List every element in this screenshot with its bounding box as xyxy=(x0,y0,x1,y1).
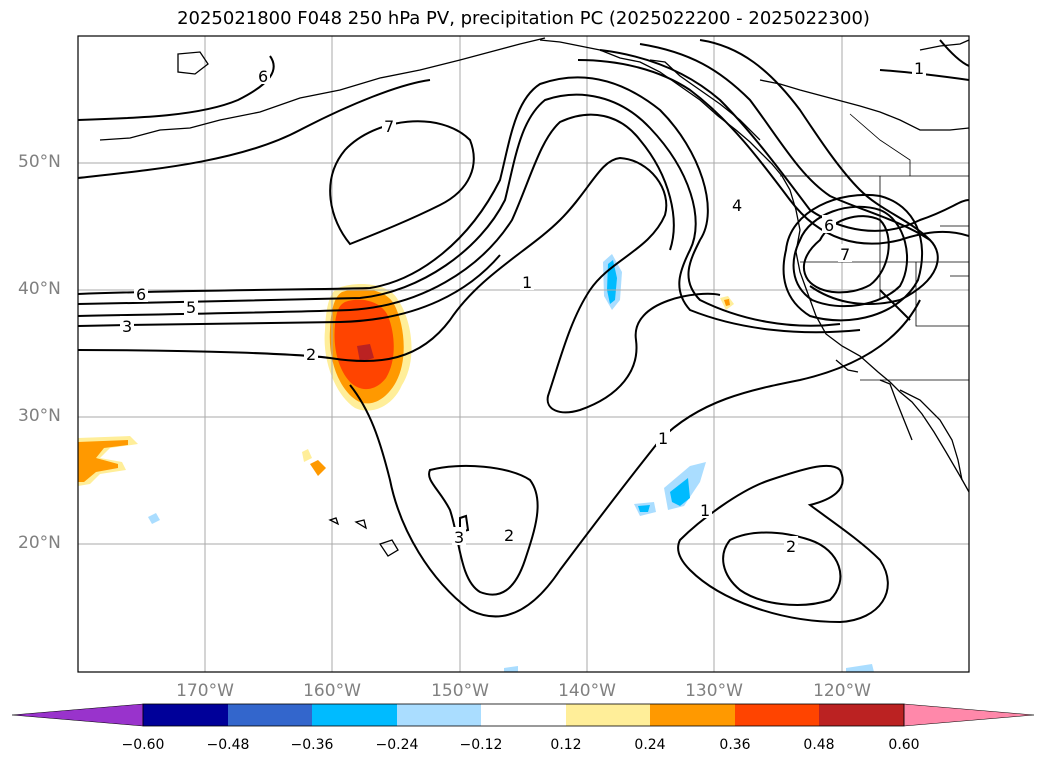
contour-label: 2 xyxy=(306,345,316,364)
colorbar-tick-label: 0.48 xyxy=(803,737,835,753)
lon-label: 170°W xyxy=(176,681,234,701)
precip-positive-main xyxy=(324,284,412,411)
colorbar-tick-label: −0.24 xyxy=(375,737,419,753)
borders xyxy=(780,113,969,381)
colorbar-tick-label: 0.36 xyxy=(719,737,751,753)
colorbar-min-extension xyxy=(11,703,144,727)
lon-label: 140°W xyxy=(558,681,616,701)
pv-contours xyxy=(78,39,969,624)
colorbar-bin xyxy=(650,704,735,726)
colorbar-bin xyxy=(819,704,904,726)
contour-label: 4 xyxy=(732,196,742,215)
colorbar-bin xyxy=(312,704,397,726)
precip-positive-west xyxy=(78,296,734,486)
contour-label: 6 xyxy=(824,216,834,235)
colorbar-bin xyxy=(481,704,566,726)
coastlines xyxy=(99,37,969,557)
lat-label: 40°N xyxy=(18,279,61,299)
contour-label: 1 xyxy=(914,59,924,78)
lon-label: 150°W xyxy=(431,681,489,701)
colorbar-tick-label: −0.36 xyxy=(290,737,334,753)
colorbar-bin xyxy=(228,704,312,726)
lon-label: 120°W xyxy=(813,681,871,701)
colorbar-tick-label: −0.48 xyxy=(206,737,250,753)
precip-negative xyxy=(148,254,874,672)
contour-label: 2 xyxy=(504,526,514,545)
contour-label: 1 xyxy=(522,273,532,292)
colorbar-bin xyxy=(566,704,650,726)
colorbar-tick-label: −0.60 xyxy=(121,737,165,753)
contour-label: 7 xyxy=(840,245,850,264)
contour-label: 5 xyxy=(186,298,196,317)
lat-label: 30°N xyxy=(18,406,61,426)
contour-label: 6 xyxy=(136,285,146,304)
map-title: 2025021800 F048 250 hPa PV, precipitatio… xyxy=(177,8,870,29)
colorbar xyxy=(11,703,1035,727)
contour-label: 2 xyxy=(786,537,796,556)
colorbar-bin xyxy=(735,704,819,726)
lon-label: 160°W xyxy=(303,681,361,701)
contour-label: 3 xyxy=(454,528,464,547)
lat-label: 20°N xyxy=(18,533,61,553)
colorbar-tick-label: 0.24 xyxy=(634,737,666,753)
colorbar-bin xyxy=(397,704,481,726)
colorbar-tick-label: 0.12 xyxy=(550,737,582,753)
contour-label: 1 xyxy=(658,429,668,448)
contour-labels: 6 7 6 5 3 2 1 1 1 4 6 7 1 3 xyxy=(120,58,926,556)
contour-label: 6 xyxy=(258,67,268,86)
colorbar-tick-label: −0.12 xyxy=(459,737,503,753)
contour-label: 1 xyxy=(700,501,710,520)
lat-label: 50°N xyxy=(18,152,61,172)
lon-label: 130°W xyxy=(685,681,743,701)
colorbar-bin xyxy=(143,704,228,726)
colorbar-max-extension xyxy=(903,703,1035,727)
map-frame xyxy=(77,35,970,673)
contour-label: 3 xyxy=(122,317,132,336)
colorbar-tick-label: 0.60 xyxy=(888,737,920,753)
contour-label: 7 xyxy=(384,117,394,136)
